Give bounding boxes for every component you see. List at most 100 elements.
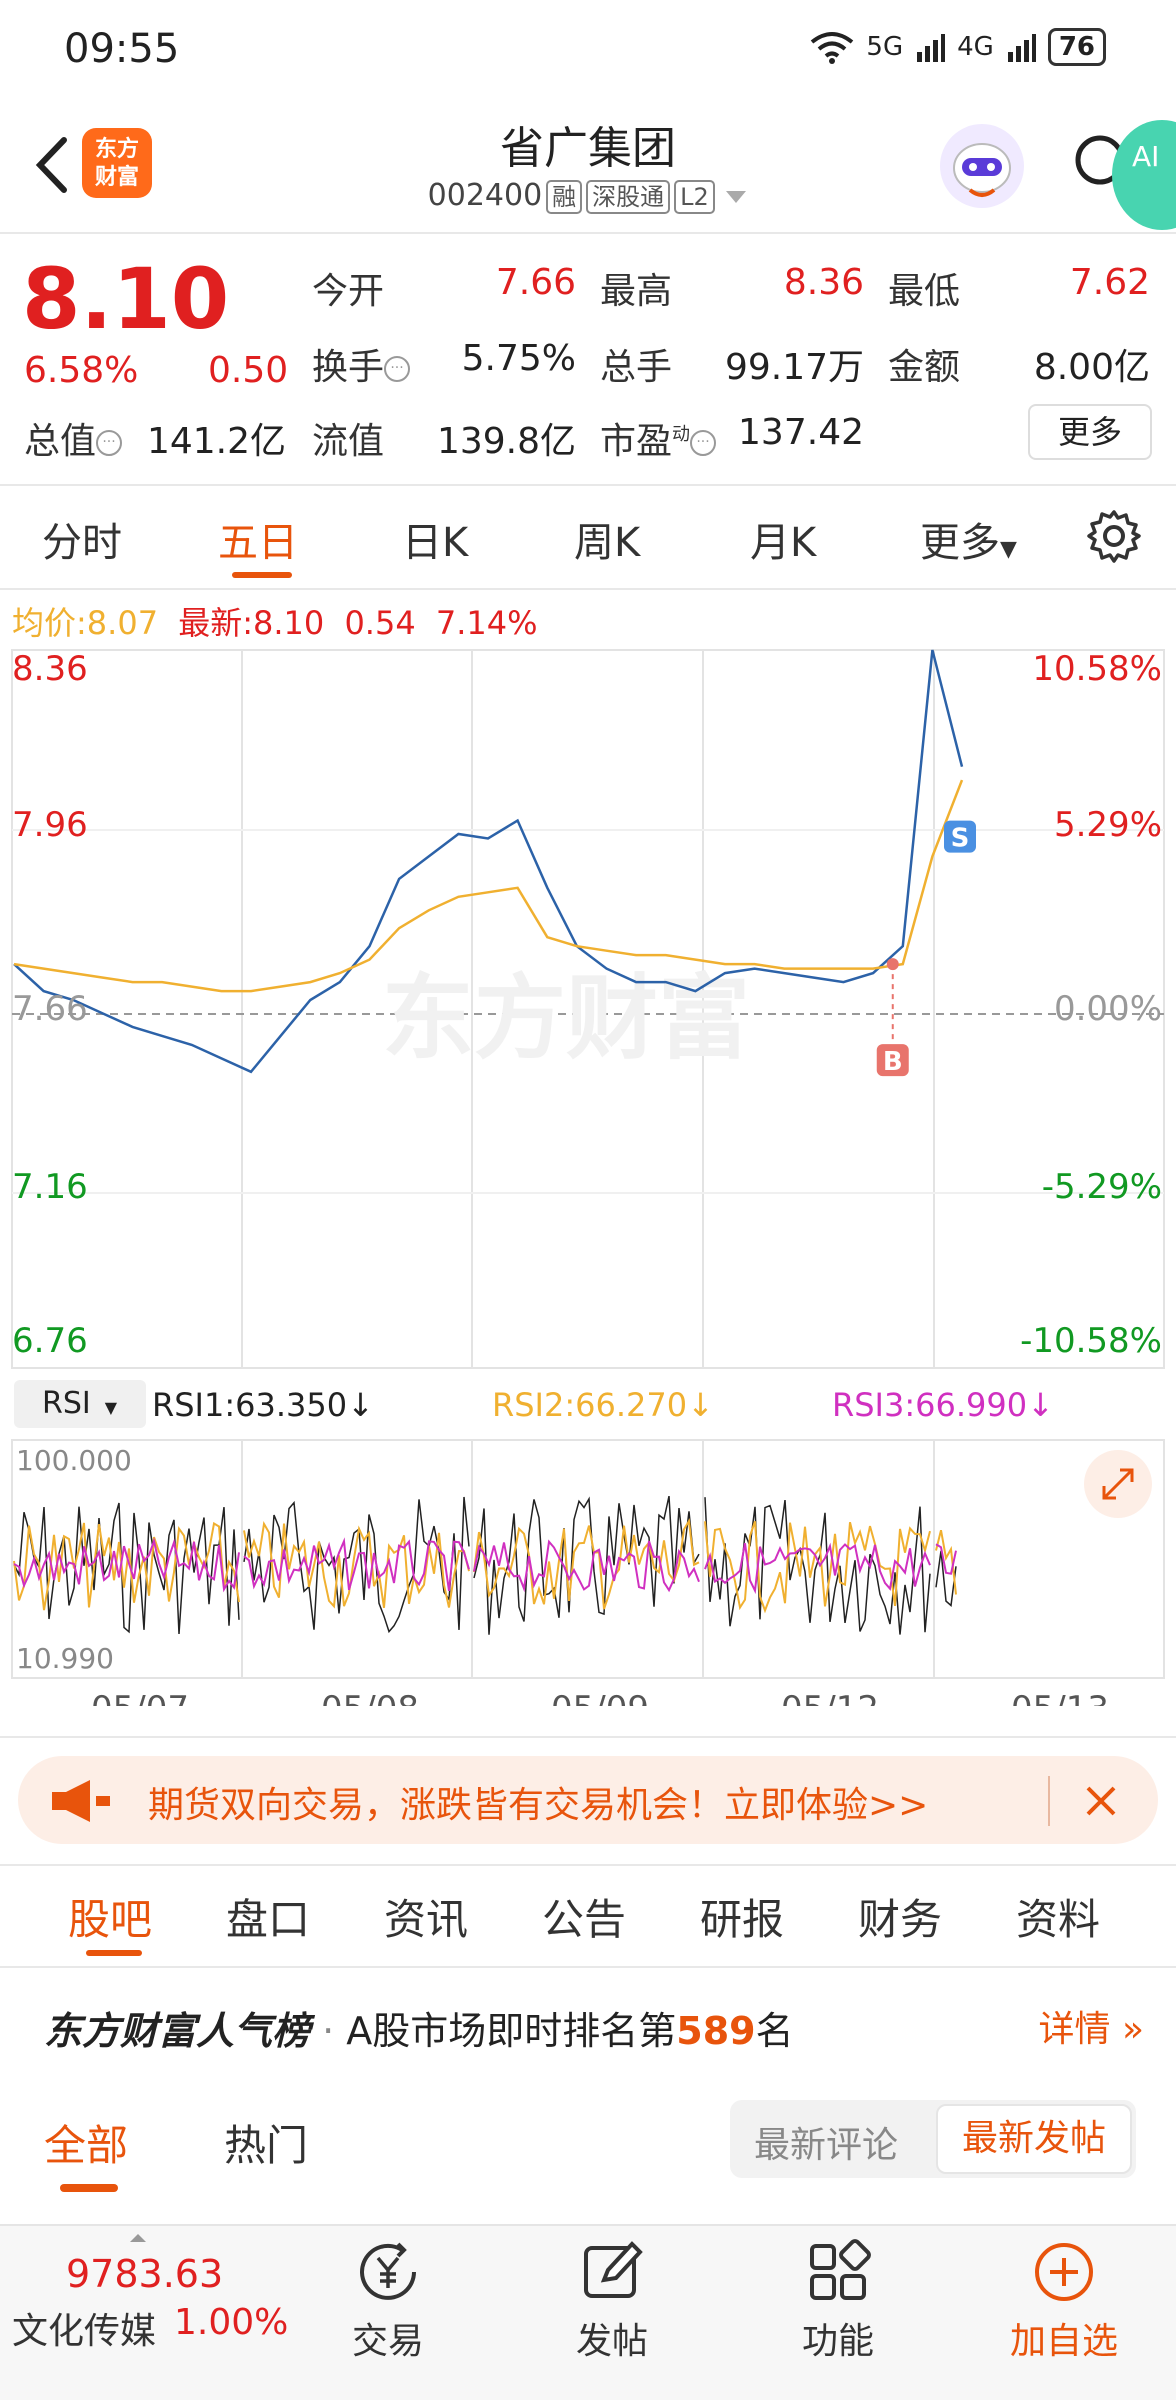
tab-daily-k[interactable]: 日K [402,520,469,566]
dropdown-triangle-icon: ▼ [1000,537,1017,562]
divider [0,588,1176,590]
sort-latest-post[interactable]: 最新发帖 [936,2104,1132,2174]
tab-hot-posts[interactable]: 热门 [224,2121,309,2170]
rsi2-value: RSI2:66.270 [492,1386,688,1424]
status-bar: 09:55 5G 4G 76 [0,0,1176,100]
divider [0,232,1176,234]
latest-change: 0.54 [344,604,416,642]
watermark: 东方财富 [382,965,750,1072]
volume-label: 总手 [600,347,673,388]
robot-assistant-icon[interactable] [940,124,1024,208]
tab-profile[interactable]: 资料 [1016,1895,1101,1944]
chart-period-tabs: 分时 五日 日K 周K 月K 更多▼ [0,490,1176,590]
y-tick-right: 0.00% [1054,989,1162,1029]
more-quote-button[interactable]: 更多 [1028,404,1152,460]
functions-button[interactable]: 功能 [768,2238,908,2364]
rsi-header: RSI ▼ RSI1:63.350↓ RSI2:66.270↓ RSI3:66.9… [0,1378,1176,1434]
pe-label[interactable]: 市盈动 ··· [600,412,717,464]
rsi2-line [13,1521,240,1611]
sector-index-value: 9783.63 [66,2252,224,2296]
bottom-toolbar: 9783.63 文化传媒 1.00% 交易 发帖 功能 加自选 [0,2224,1176,2400]
sell-marker-label: S [951,824,970,854]
rsi3-value: RSI3:66.990 [832,1386,1028,1424]
tab-all-posts[interactable]: 全部 [44,2121,129,2170]
turnover-label[interactable]: 换手 ··· [312,338,411,390]
tab-monthly-k[interactable]: 月K [750,520,817,566]
tab-announcements[interactable]: 公告 [542,1895,627,1944]
settings-gear-icon[interactable] [1086,508,1142,564]
amount-value: 8.00亿 [1033,347,1150,388]
y-tick-left: 7.96 [12,805,88,845]
tab-research[interactable]: 研报 [700,1895,785,1944]
indicator-selector[interactable]: RSI ▼ [14,1380,146,1428]
high-value: 8.36 [783,262,864,303]
divider [0,484,1176,486]
expand-icon[interactable] [1084,1450,1152,1518]
promo-banner[interactable]: 期货双向交易，涨跌皆有交易机会！立即体验>> [18,1756,1158,1844]
stock-code-line[interactable]: 002400 融深股通 L2 [0,178,1176,214]
dropdown-triangle-icon [726,191,747,203]
down-arrow-icon: ↓ [687,1386,714,1424]
tab-finance[interactable]: 财务 [858,1895,943,1944]
trade-yen-icon [360,2242,416,2300]
network-5g-label: 5G [866,32,904,62]
rank-detail-link[interactable]: 详情 » [1039,2000,1144,2052]
grid-functions-icon [810,2239,871,2300]
rank-text: A股市场即时排名第 [346,2009,677,2053]
add-watchlist-button[interactable]: 加自选 [994,2238,1134,2364]
open-value: 7.66 [495,262,576,303]
post-button[interactable]: 发帖 [542,2238,682,2364]
tab-intraday[interactable]: 分时 [42,520,122,566]
sector-pct: 1.00% [174,2302,289,2343]
signal-icon [917,34,946,62]
buy-marker-badge[interactable] [876,1044,909,1077]
rsi-bottom-label: 10.990 [16,1642,114,1675]
divider [0,1736,1176,1738]
rsi-frame [11,1439,1165,1679]
rsi3-line [243,1537,470,1592]
rsi1-line [473,1495,700,1635]
y-tick-left: 7.16 [12,1167,88,1207]
sort-latest-comment[interactable]: 最新评论 [754,2125,899,2166]
rank-detail-label: 详情 [1038,2009,1111,2050]
rsi-chart[interactable]: 100.000 10.990 05/07 05/08 05/09 05/12 0… [0,1436,1176,1706]
functions-label: 功能 [801,2321,874,2362]
chart-markers-group: SB [876,820,976,1077]
trade-label: 交易 [351,2321,424,2362]
tab-news[interactable]: 资讯 [384,1895,469,1944]
x-tick: 05/08 [321,1689,419,1706]
add-watchlist-label: 加自选 [1009,2321,1118,2362]
tab-pankou[interactable]: 盘口 [226,1895,311,1944]
turnover-label-text: 换手 [312,347,385,388]
open-label: 今开 [312,271,385,312]
rsi1-line [935,1550,957,1607]
avg-label: 均价: [12,604,87,642]
stock-code: 002400 [427,178,543,213]
battery-indicator: 76 [1047,28,1106,66]
up-caret-icon [130,2234,146,2242]
mcap-label-text: 总值 [24,421,97,462]
sell-marker-badge[interactable] [944,820,976,853]
status-time: 09:55 [64,26,180,72]
tab-weekly-k[interactable]: 周K [574,520,641,566]
tab-guba[interactable]: 股吧 [68,1895,153,1944]
y-tick-left: 7.66 [12,989,88,1029]
popularity-rank[interactable]: 东方财富人气榜 · A股市场即时排名第589名 详情 » [44,2000,1144,2060]
price-chart[interactable]: 东方财富 SB 8.36 7.96 7.66 7.16 6.76 10.58% … [0,640,1176,1380]
close-icon[interactable] [1074,1774,1128,1828]
stock-name: 省广集团 [500,123,676,174]
avg-latest-line: 均价:8.07 最新:8.10 0.54 7.14% [12,598,538,644]
mcap-label[interactable]: 总值 ··· [24,412,123,464]
back-arrow-icon[interactable] [22,130,82,200]
rsi-top-label: 100.000 [16,1444,132,1477]
rsi1-line [13,1502,240,1635]
price-line [13,649,964,1074]
eastmoney-logo[interactable]: 东方 财富 [82,128,152,198]
trade-button[interactable]: 交易 [318,2238,458,2364]
tab-more[interactable]: 更多▼ [920,510,1017,568]
tab-five-day[interactable]: 五日 [218,520,298,566]
rsi2-line [473,1517,700,1610]
rank-suffix: 名 [755,2009,794,2053]
rsi2-line [704,1520,931,1614]
down-arrow-icon: ↓ [347,1386,374,1424]
